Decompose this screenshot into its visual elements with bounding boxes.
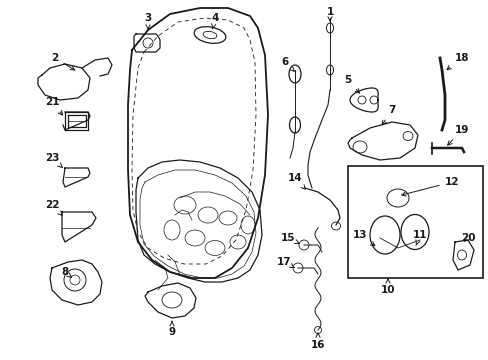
Text: 16: 16 <box>310 333 325 350</box>
Text: 10: 10 <box>380 279 394 295</box>
Text: 4: 4 <box>211 13 218 29</box>
Text: 15: 15 <box>280 233 299 243</box>
Text: 3: 3 <box>144 13 151 29</box>
Text: 6: 6 <box>281 57 294 71</box>
Text: 18: 18 <box>446 53 468 69</box>
Text: 20: 20 <box>460 233 474 243</box>
Text: 7: 7 <box>381 105 395 125</box>
Text: 23: 23 <box>45 153 62 168</box>
Text: 1: 1 <box>325 7 333 21</box>
Text: 19: 19 <box>447 125 468 145</box>
Text: 22: 22 <box>45 200 62 215</box>
Text: 5: 5 <box>344 75 359 93</box>
Text: 11: 11 <box>412 230 427 246</box>
Text: 2: 2 <box>51 53 75 70</box>
Text: 12: 12 <box>401 177 458 196</box>
Text: 13: 13 <box>352 230 374 246</box>
Text: 17: 17 <box>276 257 294 267</box>
Bar <box>347 166 482 278</box>
Text: 9: 9 <box>168 321 175 337</box>
Text: 8: 8 <box>61 267 71 278</box>
Text: 14: 14 <box>287 173 305 189</box>
Text: 21: 21 <box>45 97 62 115</box>
